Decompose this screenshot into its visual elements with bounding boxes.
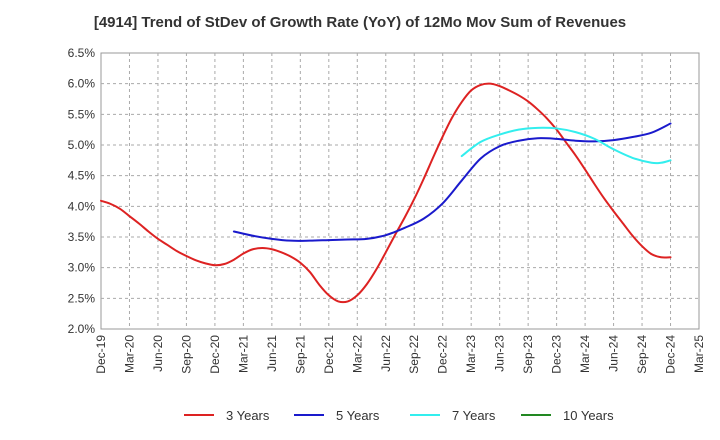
legend-item-3-years: 3 Years — [184, 405, 269, 425]
x-tick-label: Mar-21 — [236, 335, 250, 373]
plot-area — [100, 52, 700, 330]
x-tick-label: Jun-22 — [379, 335, 393, 372]
legend-label-3-years: 3 Years — [226, 407, 270, 423]
y-tick-label: 3.5% — [68, 230, 96, 244]
y-tick-label: 2.0% — [68, 322, 96, 336]
legend-item-10-years: 10 Years — [521, 405, 614, 425]
x-tick-label: Dec-19 — [94, 335, 108, 374]
x-tick-label: Jun-20 — [151, 335, 165, 372]
x-tick-label: Dec-22 — [436, 335, 450, 374]
legend-swatch-7-years — [410, 414, 440, 416]
y-tick-label: 6.0% — [68, 77, 96, 91]
x-tick-label: Sep-20 — [179, 335, 193, 374]
x-tick-label: Dec-24 — [664, 335, 678, 374]
x-tick-label: Mar-24 — [578, 335, 592, 373]
y-tick-label: 2.5% — [68, 291, 96, 305]
legend-item-5-years: 5 Years — [294, 405, 379, 425]
chart-title: [4914] Trend of StDev of Growth Rate (Yo… — [93, 14, 627, 31]
legend-label-5-years: 5 Years — [336, 407, 380, 423]
x-tick-label: Sep-23 — [521, 335, 535, 374]
legend-label-10-years: 10 Years — [563, 407, 614, 423]
x-tick-label: Sep-24 — [635, 335, 649, 374]
x-tick-label: Jun-21 — [265, 335, 279, 372]
legend-swatch-10-years — [521, 414, 551, 416]
y-tick-label: 5.5% — [68, 107, 96, 121]
legend-swatch-3-years — [184, 414, 214, 416]
legend: 3 Years 5 Years 7 Years 10 Years — [0, 405, 720, 425]
grid-lines — [101, 53, 699, 329]
x-tick-label: Mar-22 — [350, 335, 364, 373]
legend-item-7-years: 7 Years — [410, 405, 495, 425]
y-tick-label: 6.5% — [68, 46, 96, 60]
legend-swatch-5-years — [294, 414, 324, 416]
x-tick-label: Sep-21 — [293, 335, 307, 374]
series-line-3-years — [100, 82, 672, 304]
x-tick-label: Sep-22 — [407, 335, 421, 374]
legend-label-7-years: 7 Years — [452, 407, 496, 423]
y-tick-label: 3.0% — [68, 261, 96, 275]
series-line-5-years — [232, 122, 672, 242]
series-line-7-years — [460, 126, 672, 165]
x-tick-label: Mar-23 — [464, 335, 478, 373]
x-tick-label: Jun-24 — [607, 335, 621, 372]
x-tick-label: Dec-20 — [208, 335, 222, 374]
series-lines — [100, 82, 672, 304]
y-tick-label: 5.0% — [68, 138, 96, 152]
axis-labels: 2.0% 2.5% 3.0% 3.5% 4.0% 4.5% 5.0% 5.5% 6.0% 6.5%… — [68, 46, 706, 374]
x-tick-label: Dec-21 — [322, 335, 336, 374]
x-tick-label: Mar-25 — [692, 335, 706, 373]
y-tick-label: 4.0% — [68, 199, 96, 213]
y-tick-label: 4.5% — [68, 169, 96, 183]
x-tick-label: Dec-23 — [550, 335, 564, 374]
x-tick-label: Jun-23 — [493, 335, 507, 372]
x-tick-label: Mar-20 — [122, 335, 136, 373]
